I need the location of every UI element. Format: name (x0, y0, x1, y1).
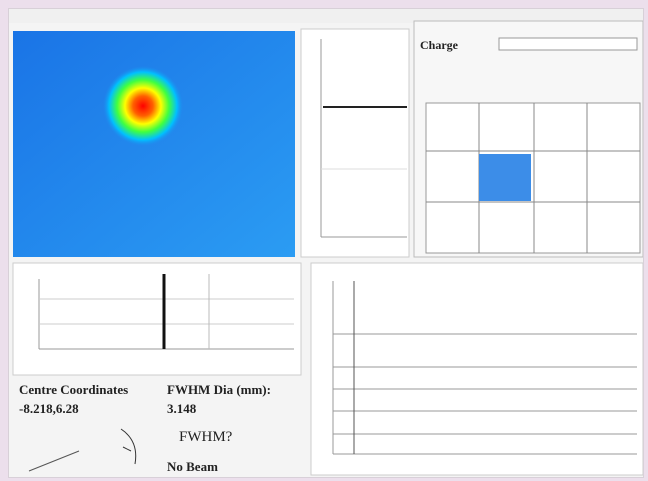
profile-plot-vertical (301, 29, 409, 257)
fwhm-question: FWHM? (179, 429, 232, 446)
page: Charge Centre Coordinates -8.218,6.28 FW… (0, 0, 648, 481)
sketch-mark (121, 429, 136, 464)
centre-value: -8.218,6.28 (19, 401, 79, 417)
fwhm-label: FWHM Dia (mm): (167, 382, 271, 398)
beam-status: No Beam (167, 459, 218, 475)
input-box[interactable] (499, 38, 637, 50)
control-panel (414, 21, 643, 257)
charge-label: Charge (420, 38, 458, 53)
fwhm-value: 3.148 (167, 401, 196, 417)
selected-cell (479, 154, 531, 201)
centre-label: Centre Coordinates (19, 382, 128, 398)
sketch-mark (29, 451, 79, 471)
beam-spot (103, 66, 183, 146)
profile-plot-horizontal (13, 263, 301, 375)
app-window: Charge Centre Coordinates -8.218,6.28 FW… (8, 8, 644, 478)
screen-graphics (9, 9, 643, 477)
history-plot (311, 263, 643, 475)
